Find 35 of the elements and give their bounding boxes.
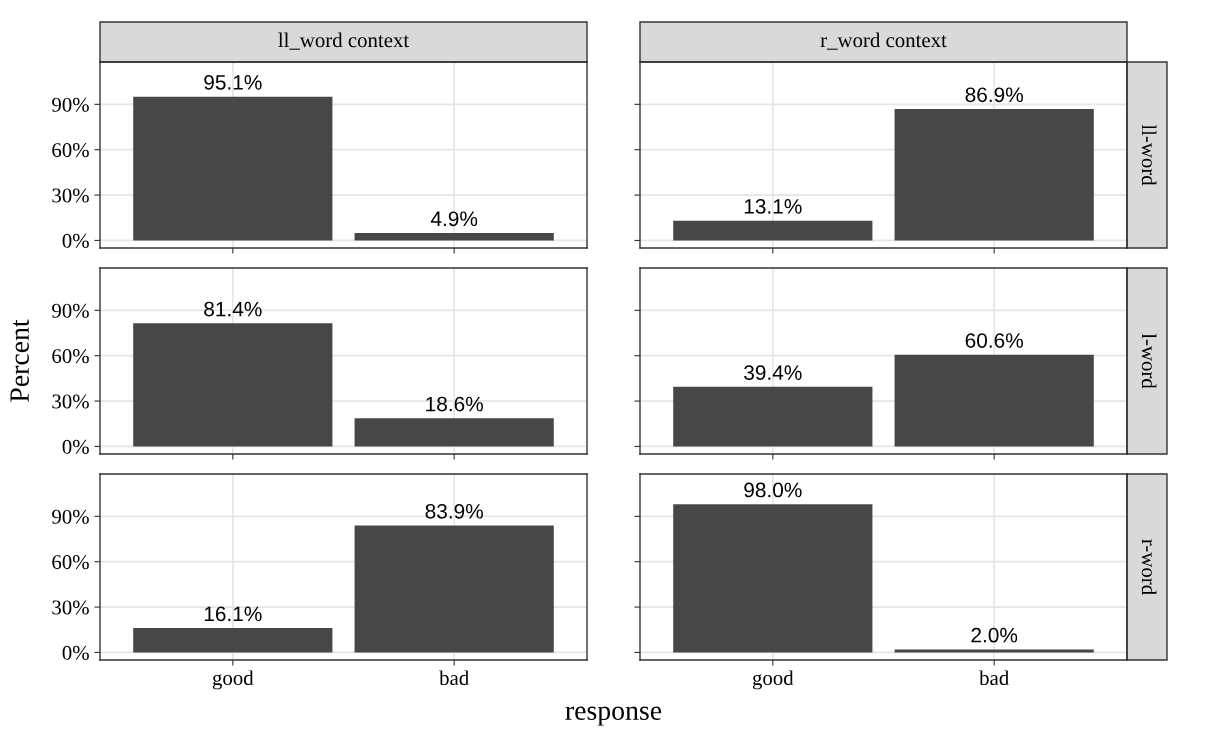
x-tick-label: good bbox=[212, 670, 254, 690]
x-axis-title: response bbox=[565, 706, 662, 726]
text: l-word bbox=[1141, 333, 1157, 389]
x-tick-label: bad bbox=[439, 670, 469, 686]
data-label: 95.1% bbox=[204, 74, 262, 90]
data-label: 4.9% bbox=[430, 211, 478, 227]
y-tick-label: 30% bbox=[52, 394, 89, 409]
y-tick-label: 60% bbox=[52, 143, 89, 158]
y-tick-label: 90% bbox=[52, 509, 89, 524]
y-tick-label: 0% bbox=[62, 439, 89, 454]
data-label: 60.6% bbox=[965, 333, 1023, 348]
data-label: 2.0% bbox=[971, 627, 1018, 643]
text: ll-word bbox=[1141, 124, 1157, 186]
data-label: 81.4% bbox=[204, 301, 262, 317]
data-label: 86.9% bbox=[965, 87, 1023, 103]
text: r-word bbox=[1141, 539, 1157, 595]
data-label: 39.4% bbox=[744, 365, 802, 380]
chart-title: ll_word context bbox=[278, 32, 410, 50]
y-tick-label: 0% bbox=[62, 645, 89, 660]
x-tick-label: bad bbox=[979, 670, 1009, 686]
y-tick-label: 90% bbox=[52, 303, 89, 318]
data-label: 18.6% bbox=[426, 396, 483, 412]
y-tick-label: 60% bbox=[52, 349, 89, 364]
y-tick-label: 30% bbox=[52, 600, 89, 615]
data-label: 83.9% bbox=[425, 503, 483, 519]
chart-title: r_word context bbox=[820, 32, 947, 50]
y-tick-label: 30% bbox=[52, 188, 89, 203]
y-tick-label: 90% bbox=[52, 97, 89, 112]
y-tick-label: 60% bbox=[52, 555, 89, 570]
y-axis-title: Percent bbox=[10, 319, 29, 402]
y-tick-label: 0% bbox=[62, 233, 89, 248]
data-label: 16.1% bbox=[204, 606, 262, 622]
data-label: 13.1% bbox=[744, 198, 802, 214]
x-tick-label: good bbox=[752, 670, 794, 690]
data-label: 98.0% bbox=[744, 482, 802, 498]
